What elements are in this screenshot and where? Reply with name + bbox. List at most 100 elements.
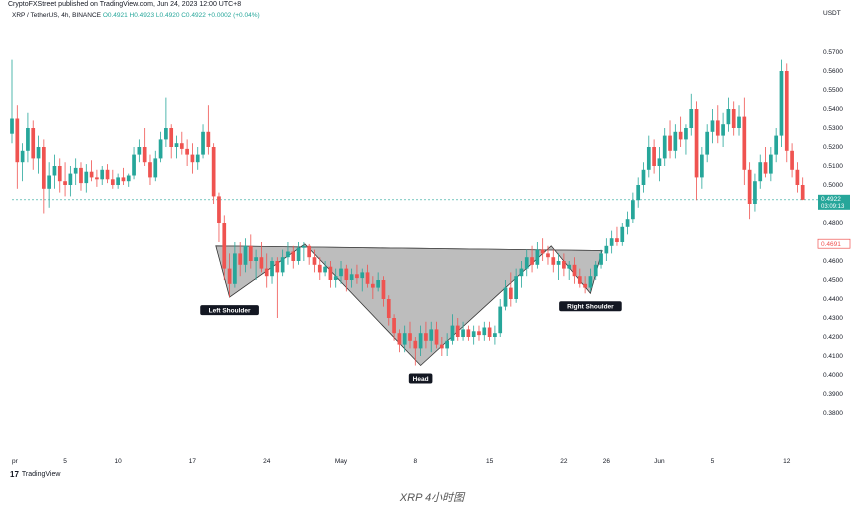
candle bbox=[556, 253, 561, 280]
candle bbox=[758, 154, 763, 189]
candle-body bbox=[455, 325, 460, 337]
candle bbox=[26, 112, 30, 163]
candle-body bbox=[100, 169, 105, 180]
candle-body bbox=[317, 264, 322, 273]
candle-body bbox=[418, 333, 423, 349]
candle-body bbox=[795, 169, 800, 185]
price-chart[interactable]: Left Shoulder Head Right Shoulder 0.5700 0.… bbox=[0, 0, 864, 470]
candle bbox=[721, 112, 725, 147]
candle bbox=[434, 321, 439, 349]
candle bbox=[110, 169, 115, 189]
candle-body bbox=[15, 118, 20, 163]
candle bbox=[784, 63, 789, 163]
candle bbox=[599, 249, 603, 269]
marker-price-tag bbox=[817, 238, 851, 249]
candle-body bbox=[493, 333, 497, 337]
candle-body bbox=[439, 344, 444, 349]
candle bbox=[662, 128, 667, 166]
candle-body bbox=[482, 327, 487, 336]
candle bbox=[275, 257, 280, 318]
candle bbox=[402, 325, 407, 353]
candle bbox=[63, 162, 67, 197]
candle bbox=[360, 268, 365, 292]
candle bbox=[413, 337, 418, 366]
x-tick-label: 5 bbox=[711, 458, 715, 465]
candle-body bbox=[217, 196, 221, 223]
candle-body bbox=[700, 154, 704, 178]
y-tick-label: 0.4300 bbox=[823, 315, 843, 322]
candle bbox=[121, 167, 126, 185]
candle-body bbox=[646, 147, 651, 170]
candle bbox=[57, 158, 62, 193]
candle bbox=[737, 105, 741, 136]
pattern-label: Left Shoulder bbox=[200, 305, 259, 316]
candle-body bbox=[26, 128, 30, 151]
candle-body bbox=[52, 166, 57, 176]
candle-body bbox=[434, 329, 439, 345]
candle bbox=[190, 143, 195, 174]
candle bbox=[201, 124, 205, 159]
candle bbox=[631, 192, 635, 223]
y-tick-label: 0.5600 bbox=[823, 68, 843, 75]
pattern-label-bg bbox=[200, 305, 259, 316]
candle bbox=[100, 166, 105, 185]
candle-body bbox=[259, 257, 264, 269]
candle bbox=[562, 253, 566, 277]
candle bbox=[286, 242, 290, 265]
x-tick-label: 8 bbox=[413, 458, 417, 465]
candle bbox=[307, 243, 312, 265]
candle bbox=[535, 242, 540, 269]
candle bbox=[68, 166, 73, 197]
candle bbox=[471, 325, 476, 345]
candle-body bbox=[41, 147, 46, 189]
candle-body bbox=[636, 185, 641, 201]
candle bbox=[508, 272, 513, 307]
candle bbox=[259, 242, 264, 273]
candle-body bbox=[222, 223, 227, 269]
y-tick-label: 0.4400 bbox=[823, 296, 843, 303]
candle bbox=[588, 268, 593, 292]
candle bbox=[169, 124, 174, 159]
candle-body bbox=[73, 167, 78, 174]
candle-body bbox=[227, 268, 232, 284]
y-tick-label: 0.3800 bbox=[823, 410, 843, 417]
candle-body bbox=[737, 116, 741, 128]
candle bbox=[625, 211, 630, 235]
candle bbox=[126, 173, 131, 187]
candle-body bbox=[195, 154, 200, 163]
candle-body bbox=[275, 261, 280, 273]
candle-body bbox=[142, 147, 147, 163]
y-tick-label: 0.5200 bbox=[823, 144, 843, 151]
candle bbox=[604, 238, 609, 261]
candle-body bbox=[10, 118, 14, 134]
candle-body bbox=[668, 135, 672, 151]
candle-body bbox=[498, 306, 503, 334]
candle bbox=[567, 261, 572, 280]
candle bbox=[312, 249, 317, 273]
last-price-countdown: 03:09:13 bbox=[821, 204, 845, 210]
candle bbox=[52, 154, 57, 189]
candle-body bbox=[625, 219, 630, 227]
candle-body bbox=[466, 329, 471, 337]
candle bbox=[302, 242, 306, 261]
candle-body bbox=[556, 261, 561, 265]
x-tick-label: Jun bbox=[654, 458, 665, 465]
candle bbox=[731, 101, 736, 136]
candle-body bbox=[376, 280, 381, 288]
candle bbox=[503, 280, 508, 311]
candle-body bbox=[593, 264, 598, 277]
pattern-label: Head bbox=[408, 373, 433, 384]
x-tick-label: 12 bbox=[783, 458, 791, 465]
candle-body bbox=[694, 109, 699, 178]
pattern-label-bg bbox=[408, 373, 433, 384]
candle bbox=[148, 154, 152, 185]
candle-body bbox=[296, 247, 301, 261]
candle-body bbox=[47, 175, 52, 189]
candle bbox=[450, 314, 455, 345]
candle-body bbox=[471, 331, 476, 337]
candle-body bbox=[121, 177, 126, 182]
candle bbox=[248, 234, 253, 269]
chart-caption: XRP 4小时图 bbox=[399, 492, 465, 504]
candle-body bbox=[583, 283, 587, 288]
candle-body bbox=[126, 175, 131, 182]
